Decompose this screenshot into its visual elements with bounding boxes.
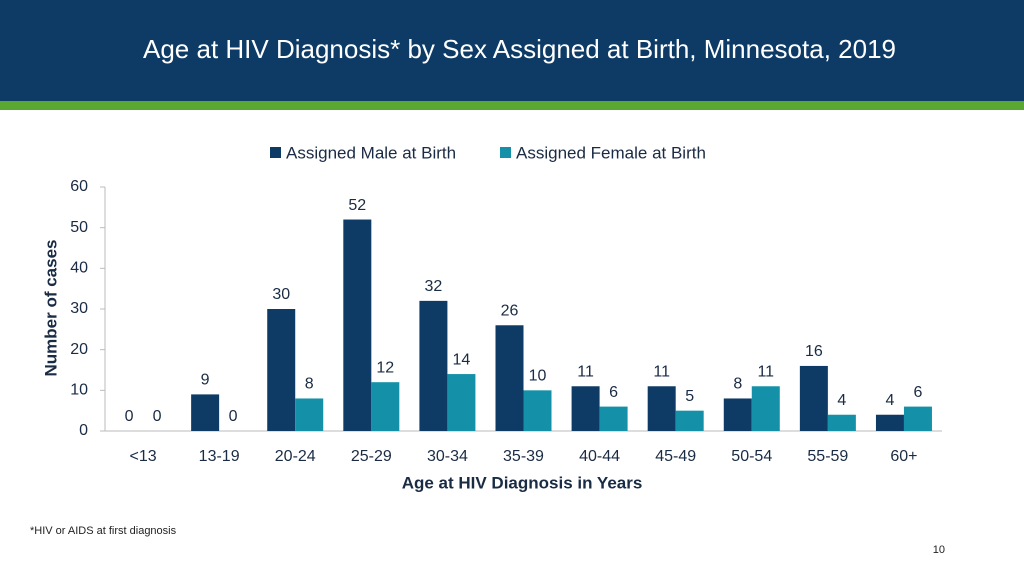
- bar: [191, 394, 220, 431]
- bar: [903, 406, 932, 431]
- page-number: 10: [933, 544, 945, 556]
- x-tick-label: 30-34: [427, 448, 468, 465]
- x-tick-label: 35-39: [503, 448, 544, 465]
- data-label: 52: [348, 197, 366, 214]
- bar: [447, 374, 476, 431]
- data-label: 8: [733, 376, 742, 393]
- legend-label: Assigned Female at Birth: [516, 143, 706, 162]
- data-label: 10: [529, 368, 547, 385]
- data-label: 0: [229, 408, 238, 425]
- bar: [723, 398, 752, 431]
- data-label: 6: [609, 384, 618, 401]
- x-tick-label: 55-59: [807, 448, 848, 465]
- data-label: 4: [886, 392, 895, 409]
- y-tick-label: 60: [70, 178, 88, 195]
- data-label: 11: [577, 363, 594, 380]
- y-tick-label: 30: [70, 300, 88, 317]
- bar: [599, 406, 628, 431]
- bar: [295, 398, 324, 431]
- bar: [799, 365, 828, 431]
- header-stripe: [0, 101, 1024, 110]
- bar: [523, 390, 552, 431]
- data-label: 5: [685, 388, 694, 405]
- x-tick-label: <13: [129, 448, 156, 465]
- bar: [875, 414, 904, 431]
- legend-swatch: [500, 147, 511, 158]
- data-label: 12: [376, 359, 394, 376]
- legend-swatch: [270, 147, 281, 158]
- x-axis-title: Age at HIV Diagnosis in Years: [402, 473, 643, 492]
- bar: [495, 325, 524, 431]
- x-tick-label: 50-54: [731, 448, 772, 465]
- bar: [647, 386, 676, 431]
- x-tick-label: 13-19: [199, 448, 240, 465]
- data-label: 0: [153, 408, 162, 425]
- data-label: 26: [501, 302, 519, 319]
- bar: [419, 300, 448, 431]
- x-tick-label: 45-49: [655, 448, 696, 465]
- chart-title: Age at HIV Diagnosis* by Sex Assigned at…: [143, 34, 896, 64]
- data-label: 16: [805, 343, 823, 360]
- data-label: 30: [272, 286, 290, 303]
- bar: [343, 219, 372, 431]
- bar: [571, 386, 600, 431]
- x-tick-label: 60+: [890, 448, 917, 465]
- legend-label: Assigned Male at Birth: [286, 143, 456, 162]
- data-label: 6: [914, 384, 923, 401]
- data-label: 14: [453, 351, 471, 368]
- y-tick-label: 20: [70, 341, 88, 358]
- data-label: 8: [305, 376, 314, 393]
- data-label: 11: [653, 363, 670, 380]
- bar: [267, 309, 296, 431]
- data-label: 32: [425, 278, 443, 295]
- y-tick-label: 50: [70, 219, 88, 236]
- bar: [827, 414, 856, 431]
- y-tick-label: 0: [79, 422, 88, 439]
- footnote: *HIV or AIDS at first diagnosis: [30, 525, 177, 537]
- y-tick-label: 40: [70, 260, 88, 277]
- data-label: 11: [757, 363, 774, 380]
- x-tick-label: 40-44: [579, 448, 620, 465]
- header-band: [0, 0, 1024, 101]
- x-tick-label: 25-29: [351, 448, 392, 465]
- bar: [675, 410, 704, 431]
- data-label: 4: [837, 392, 846, 409]
- data-label: 9: [201, 372, 210, 389]
- y-axis-title: Number of cases: [41, 240, 60, 377]
- x-tick-label: 20-24: [275, 448, 316, 465]
- bar: [751, 386, 780, 431]
- bar: [371, 382, 400, 431]
- data-label: 0: [125, 408, 134, 425]
- y-tick-label: 10: [70, 382, 88, 399]
